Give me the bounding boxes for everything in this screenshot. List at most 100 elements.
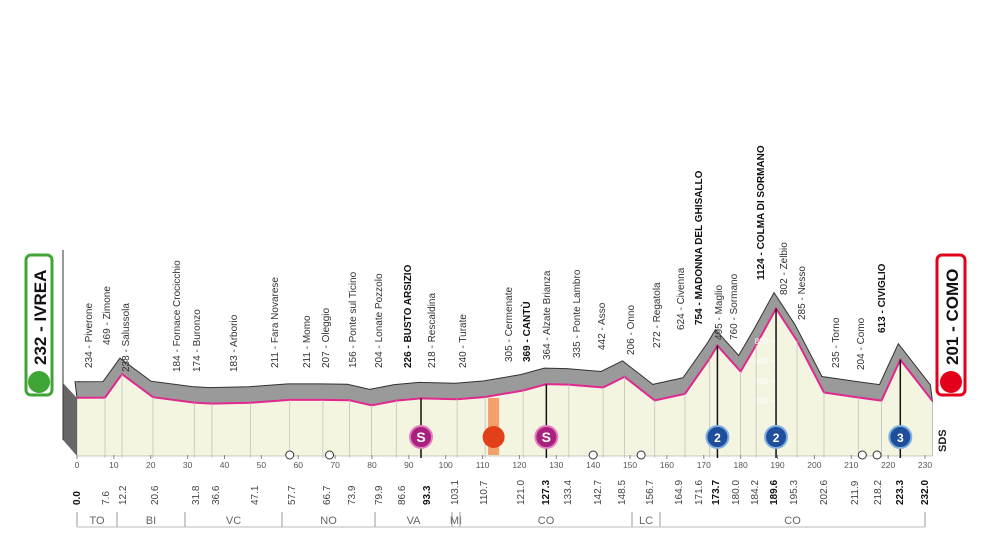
km-label: 79.9	[374, 485, 385, 505]
km-label: 20.6	[150, 485, 161, 505]
logo: SDS	[937, 429, 949, 452]
region-label: MI	[450, 515, 462, 527]
km-label: 202.6	[819, 480, 830, 505]
km-axis-label: 20	[146, 460, 156, 470]
finish-icon	[940, 371, 962, 393]
km-axis-label: 110	[476, 460, 490, 470]
place-label: 211 - Momo	[302, 315, 313, 368]
km-label: 171.6	[694, 480, 705, 505]
km-label: 133.4	[563, 480, 574, 505]
feed-icon	[482, 426, 505, 448]
altitude-label: 400	[755, 377, 769, 386]
place-label: 234 - Piverone	[84, 303, 95, 368]
km-label: 93.3	[422, 485, 433, 505]
place-label: 285 - Nesso	[797, 266, 808, 320]
km-axis-label: 70	[330, 460, 340, 470]
region-label: CO	[538, 515, 555, 527]
km-axis-label: 170	[697, 460, 711, 470]
km-axis-label: 200	[807, 460, 821, 470]
kom-icon	[764, 425, 789, 449]
km-axis-label: 150	[623, 460, 637, 470]
place-label: 206 - Onno	[626, 305, 637, 355]
km-label: 36.6	[211, 485, 222, 505]
km-axis-label: 120	[512, 460, 526, 470]
kom-icon	[888, 425, 913, 449]
km-label: 173.7	[711, 480, 722, 505]
place-label: 613 - CIVIGLIO	[877, 263, 888, 333]
place-label: 369 - CANTÙ	[520, 301, 533, 362]
place-label: 495 - Maglio	[714, 285, 725, 340]
place-label: 1124 - COLMA DI SORMANO	[756, 145, 767, 280]
km-label: 31.8	[191, 485, 202, 505]
km-axis-label: 80	[367, 460, 377, 470]
km-label: 211.9	[850, 480, 861, 505]
place-label: 207 - Oleggio	[321, 308, 332, 368]
km-label: 7.6	[101, 491, 112, 505]
road-icon	[857, 450, 867, 460]
sprint-symbol: S	[416, 429, 425, 445]
km-axis-label: 180	[734, 460, 748, 470]
place-label: 305 - Cermenate	[504, 287, 515, 362]
place-label: 211 - Fara Novarese	[270, 277, 281, 368]
region-label: CO	[784, 515, 801, 527]
region-label: VC	[226, 515, 241, 527]
region-label: LC	[639, 515, 653, 527]
km-label: 142.7	[593, 480, 604, 505]
km-axis-label: 40	[220, 460, 230, 470]
km-axis-label: 90	[404, 460, 414, 470]
left-wall	[63, 383, 77, 456]
km-label: 110.7	[479, 480, 490, 505]
place-label: 754 - MADONNA DEL GHISALLO	[694, 170, 705, 325]
km-label: 103.1	[450, 480, 461, 505]
place-label: 624 - Civenna	[676, 267, 687, 330]
km-label: 195.3	[789, 480, 800, 505]
km-label: 121.0	[516, 480, 527, 505]
place-label: 184 - Fornace Crocicchio	[172, 260, 183, 372]
road-icon	[588, 450, 598, 460]
km-label: 0.0	[72, 491, 83, 505]
place-label: 238 - Salussola	[121, 303, 132, 372]
km-axis-label: 190	[770, 460, 784, 470]
km-label: 73.9	[347, 485, 358, 505]
km-label: 218.2	[873, 480, 884, 505]
place-label: 156 - Ponte sul Ticino	[348, 271, 359, 368]
altitude-label: 200	[755, 397, 769, 406]
road-icon	[636, 450, 646, 460]
finish-box: 201 - COMO	[935, 253, 967, 397]
km-label: 223.3	[895, 480, 906, 505]
place-label: 226 - BUSTO ARSIZIO	[403, 264, 414, 368]
place-label: 204 - Como	[856, 317, 867, 370]
km-label: 66.7	[322, 485, 333, 505]
place-label: 174 - Buronzo	[192, 309, 203, 372]
km-axis-label: 10	[109, 460, 119, 470]
km-label: 47.1	[250, 485, 261, 505]
km-label: 189.6	[769, 480, 780, 505]
kom-icon	[705, 425, 730, 449]
place-label: 272 - Regatola	[652, 282, 663, 348]
finish-label: 201 - COMO	[943, 269, 962, 365]
region-label: VA	[407, 515, 422, 527]
km-axis-label: 50	[257, 460, 267, 470]
km-label: 86.6	[397, 485, 408, 505]
km-axis-label: 30	[183, 460, 193, 470]
km-axis-label: 230	[918, 460, 932, 470]
place-label: 218 - Rescaldina	[427, 293, 438, 368]
place-label: 183 - Arborio	[229, 314, 240, 372]
region-label: BI	[146, 515, 156, 527]
start-frame	[24, 253, 54, 397]
km-label: 232.0	[920, 480, 931, 505]
km-label: 127.3	[541, 480, 552, 505]
km-label: 180.0	[731, 480, 742, 505]
sprint-icon	[534, 425, 559, 449]
start-box: 232 - IVREA	[24, 253, 54, 397]
km-axis-label: 220	[881, 460, 895, 470]
km-axis-label: 60	[293, 460, 303, 470]
start-icon	[28, 371, 50, 393]
sprint-symbol: S	[542, 429, 551, 445]
altitude-label: 800	[755, 337, 769, 346]
place-label: 802 - Zelbio	[779, 242, 790, 295]
place-label: 335 - Ponte Lambro	[572, 269, 583, 358]
kom-category: 2	[714, 431, 721, 445]
km-label: 156.7	[645, 480, 656, 505]
